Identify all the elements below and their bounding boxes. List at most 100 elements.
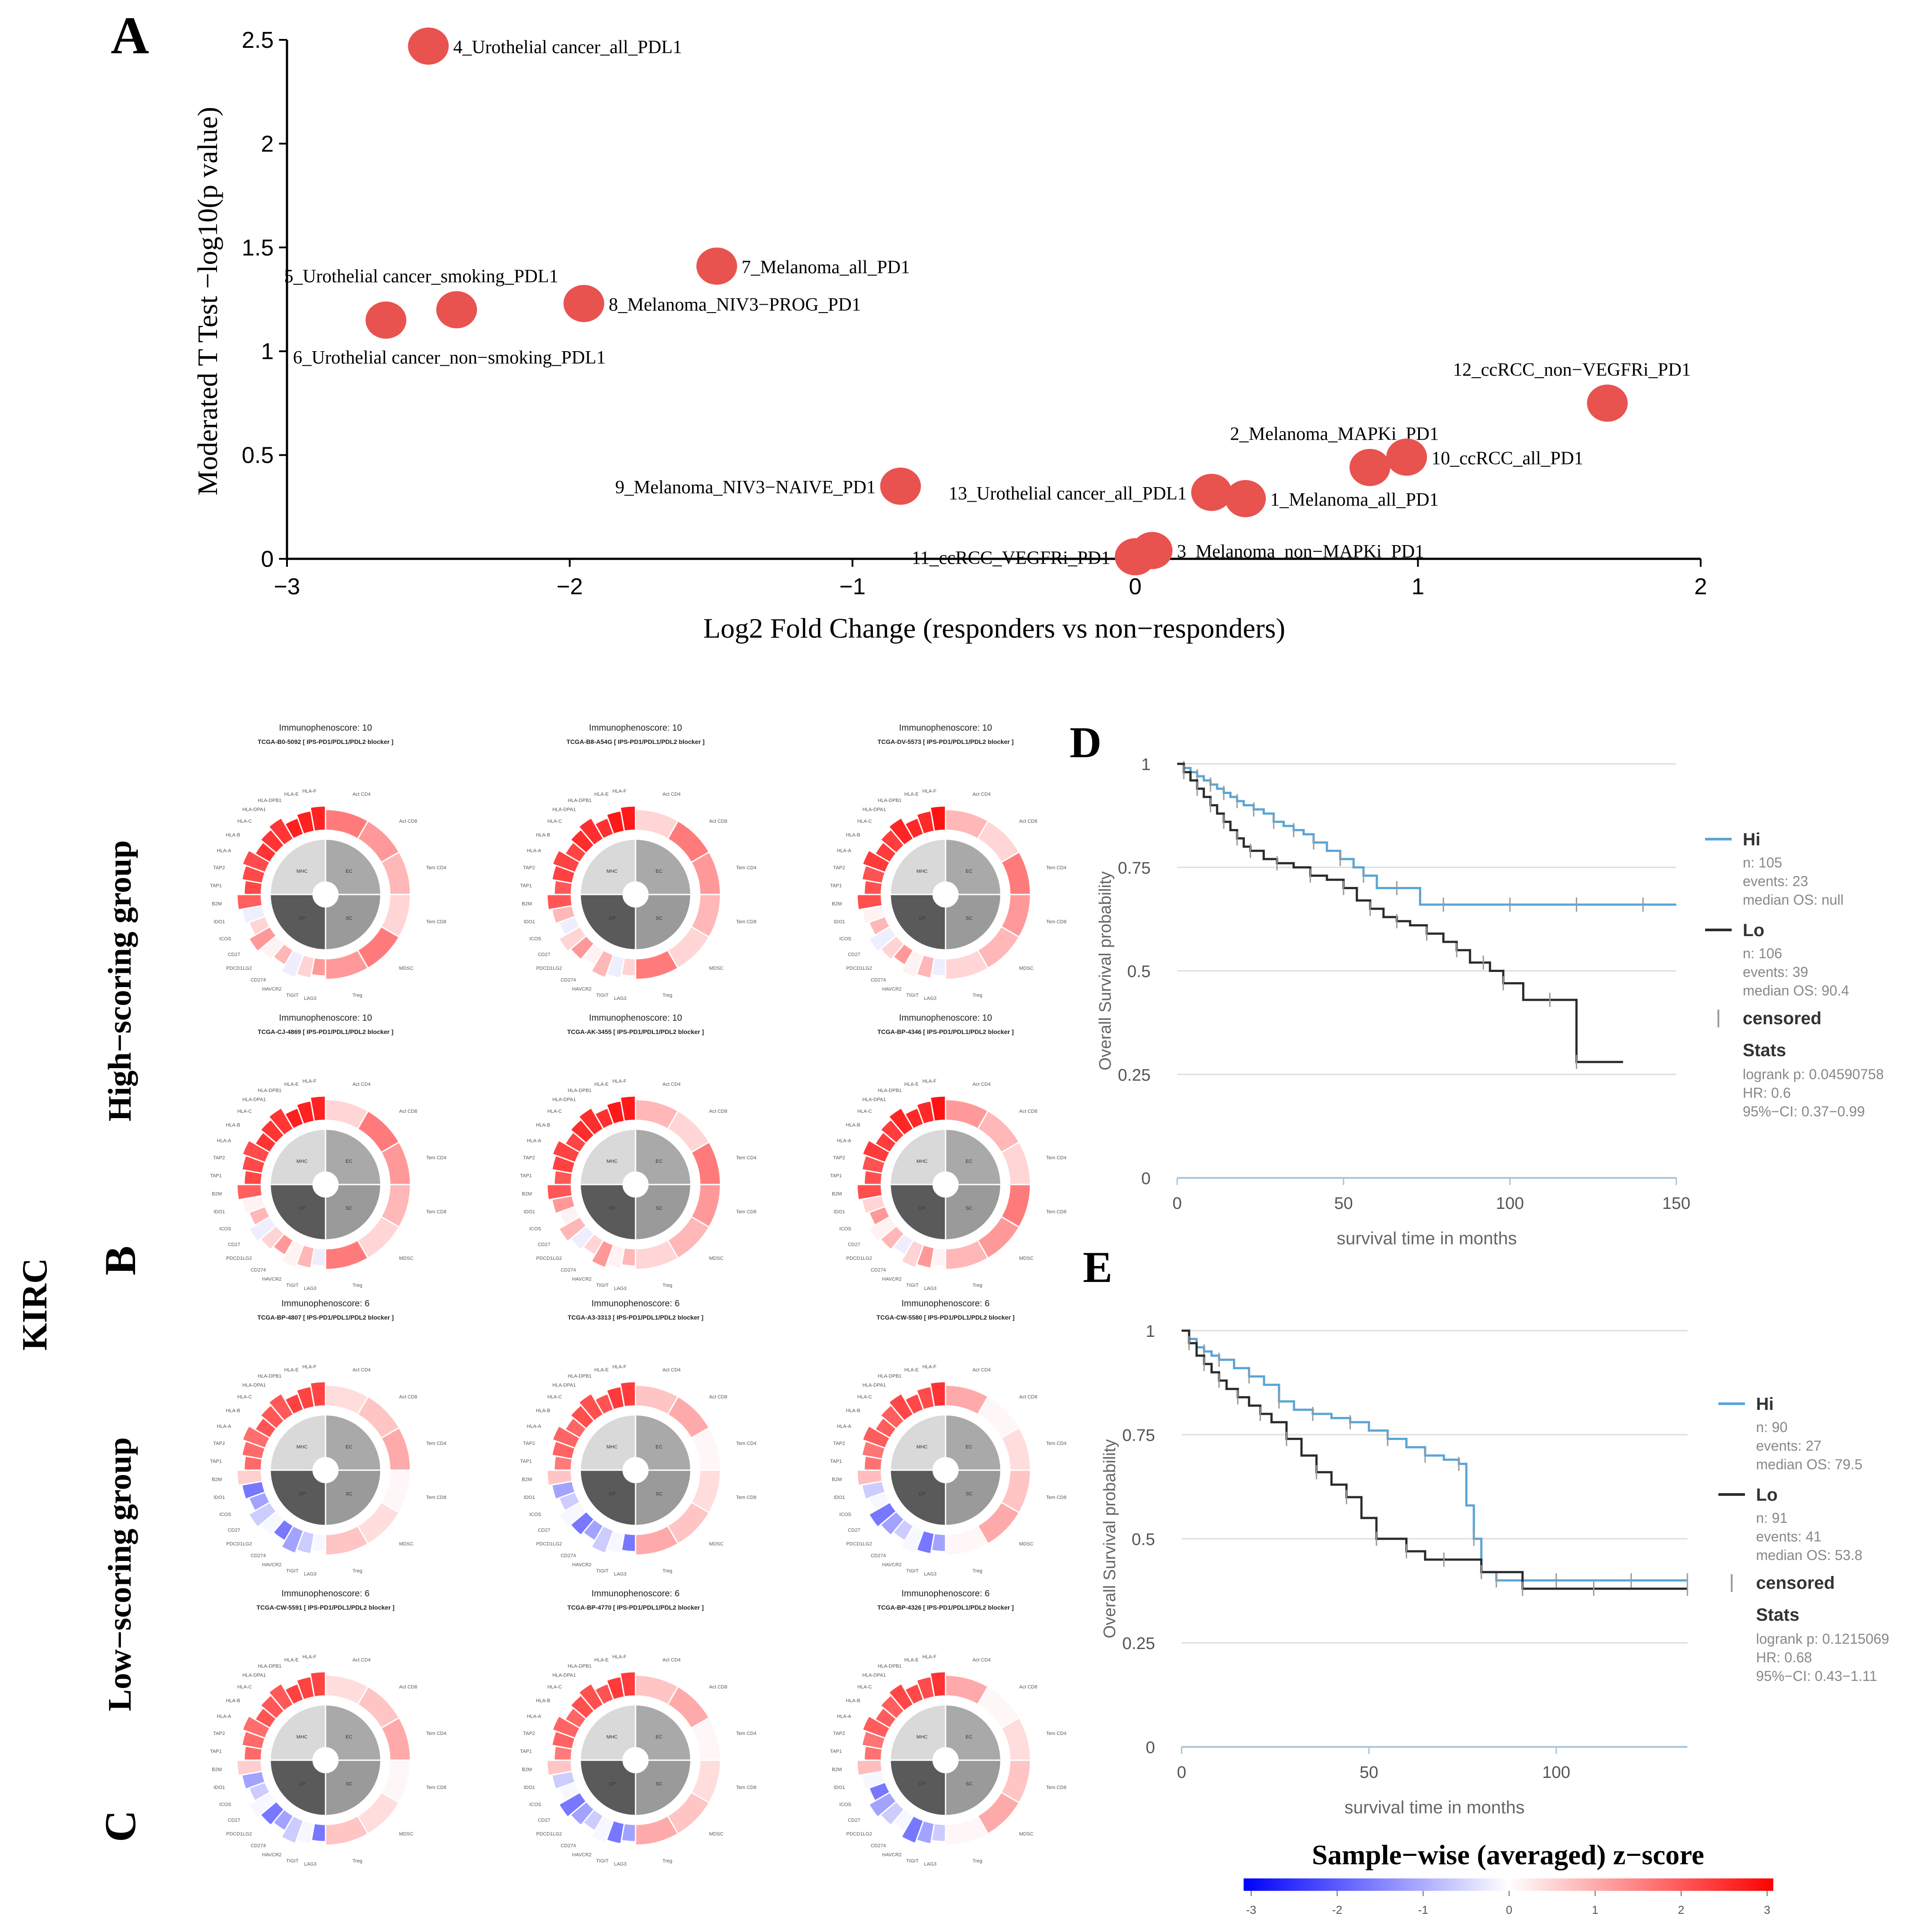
- ips-gene-label: HLA-E: [594, 1082, 609, 1087]
- ips-gene-label: HLA-F: [302, 1654, 317, 1660]
- ips-category-label: SC: [345, 916, 352, 921]
- km-y-tick-label: 1: [1141, 755, 1151, 774]
- ips-gene-segment: [667, 820, 710, 863]
- ips-gene-segment: [248, 1205, 271, 1227]
- colorbar-tick-label: -3: [1246, 1903, 1256, 1917]
- survival-chart-d: 0 0.25 0.5 0.75 1 0 50 100 150 survival time in m…: [1096, 755, 1884, 1248]
- ips-gene-label: HLA-C: [547, 1394, 562, 1400]
- ips-category-label: EC: [655, 869, 662, 874]
- ips-category-sector: [945, 1128, 1002, 1185]
- ips-gene-segment: [1000, 851, 1031, 895]
- ips-category-sector: [325, 1469, 382, 1526]
- km-y-tick-label: 0.5: [1132, 1530, 1155, 1549]
- ips-gene-segment: [605, 810, 625, 835]
- ips-gene-segment: [295, 954, 315, 979]
- ips-gene-label: HLA-DPA1: [242, 1382, 266, 1388]
- ips-category-sector: [325, 1414, 382, 1471]
- ips-category-sector: [945, 1704, 1002, 1761]
- ips-gene-segment: [254, 1417, 278, 1439]
- ips-category-label: CP: [299, 916, 305, 921]
- ips-category-label: CP: [299, 1206, 305, 1211]
- ips-gene-label: HLA-B: [226, 1123, 240, 1128]
- ips-gene-label: HLA-C: [857, 1684, 872, 1690]
- ips-gene-segment: [551, 1139, 581, 1164]
- ips-gene-label: HLA-DPA1: [242, 1673, 266, 1678]
- ips-gene-label: CD27: [228, 1818, 240, 1823]
- volcano-point: [408, 27, 449, 65]
- ips-gene-segment: [930, 957, 946, 977]
- km-stat-line: 95%−CI: 0.43−1.11: [1756, 1668, 1877, 1684]
- ips-gene-segment: [551, 1154, 576, 1174]
- km-legend-n: n: 90: [1756, 1419, 1787, 1435]
- ips-gene-segment: [915, 1529, 935, 1555]
- ips-gene-label: HLA-DPB1: [568, 798, 592, 803]
- panel-label-d: D: [1070, 718, 1101, 767]
- ips-gene-label: B2M: [522, 1767, 532, 1772]
- ips-gene-segment: [578, 817, 605, 847]
- ips-gene-label: PDCD1LG2: [226, 1256, 252, 1261]
- ips-gene-segment: [248, 1501, 278, 1528]
- ips-gene-label: CD27: [538, 1818, 550, 1823]
- ips-category-label: MHC: [606, 869, 617, 874]
- ips-category-sector: [269, 838, 326, 895]
- ips-gene-segment: [1000, 1184, 1031, 1228]
- ips-category-label: MHC: [296, 1735, 307, 1740]
- ips-gene-segment: [861, 1480, 886, 1500]
- volcano-y-tick-label: 1.5: [242, 235, 274, 261]
- ips-gene-label: HLA-B: [226, 832, 240, 838]
- ips-gene-segment: [380, 1141, 411, 1185]
- ips-gene-label: HAVCR2: [572, 1562, 592, 1568]
- ips-sample-label: TCGA-B0-5092 [ IPS-PD1/PDL1/PDL2 blocker…: [258, 738, 394, 745]
- ips-gene-segment: [620, 957, 636, 977]
- volcano-point: [1587, 384, 1628, 422]
- colorbar-gradient: [1244, 1878, 1773, 1891]
- ips-gene-segment: [236, 1184, 263, 1201]
- ips-gene-segment: [310, 1247, 326, 1267]
- km-legend-name: Lo: [1743, 921, 1764, 940]
- ips-gene-segment: [635, 1525, 679, 1556]
- ips-gene-label: HLA-F: [302, 1079, 317, 1084]
- ips-gene-segment: [241, 864, 266, 884]
- immunophenogram: Immunophenoscore: 10 TCGA-DV-5573 [ IPS-P…: [830, 723, 1066, 1001]
- ips-gene-label: B2M: [832, 901, 842, 906]
- km-stat-line: logrank p: 0.1215069: [1756, 1631, 1889, 1647]
- ips-gene-segment: [888, 1392, 915, 1422]
- ips-category-sector: [635, 1414, 692, 1471]
- ips-center: [316, 1460, 335, 1480]
- ips-sample-label: TCGA-B8-A54G [ IPS-PD1/PDL1/PDL2 blocker…: [566, 738, 705, 745]
- ips-gene-label: TAP2: [523, 1155, 535, 1161]
- ips-gene-label: IDO1: [523, 1495, 535, 1500]
- ips-gene-label: TAP2: [833, 1155, 845, 1161]
- ips-category-label: EC: [345, 1735, 352, 1740]
- ips-gene-label: Act CD8: [1019, 1684, 1037, 1690]
- ips-gene-segment: [582, 1232, 605, 1256]
- ips-gene-label: TIGIT: [286, 1858, 299, 1864]
- ips-gene-segment: [553, 879, 573, 895]
- ips-gene-label: Act CD8: [709, 1684, 727, 1690]
- ips-gene-label: TIGIT: [596, 1283, 609, 1288]
- ips-gene-segment: [863, 879, 883, 895]
- ips-gene-segment: [868, 915, 891, 937]
- volcano-y-tick-label: 2.5: [242, 27, 274, 53]
- ips-gene-segment: [272, 1232, 295, 1256]
- ips-gene-label: IDO1: [834, 1495, 845, 1500]
- km-legend-n: n: 91: [1756, 1510, 1787, 1526]
- panel-label-c: C: [96, 1810, 145, 1842]
- ips-gene-segment: [605, 1244, 625, 1269]
- ips-gene-segment: [1000, 1759, 1031, 1804]
- ips-gene-segment: [259, 1510, 285, 1537]
- ips-gene-segment: [1000, 1141, 1031, 1185]
- ips-gene-label: CD27: [848, 1242, 860, 1247]
- ips-gene-label: HAVCR2: [882, 1277, 902, 1282]
- ips-gene-label: HLA-C: [237, 1394, 252, 1400]
- ips-gene-label: PDCD1LG2: [536, 1256, 562, 1261]
- ips-gene-label: HLA-C: [547, 1109, 562, 1114]
- ips-gene-label: TIGIT: [906, 1283, 919, 1288]
- ips-gene-segment: [945, 949, 989, 980]
- immunophenogram: Immunophenoscore: 10 TCGA-AK-3455 [ IPS-P…: [520, 1013, 756, 1291]
- ips-gene-label: TAP1: [520, 1173, 532, 1179]
- ips-gene-label: IDO1: [213, 1495, 225, 1500]
- ips-gene-label: Treg: [663, 1283, 672, 1288]
- ips-category-label: SC: [655, 1781, 662, 1787]
- ips-gene-label: ICOS: [839, 1226, 851, 1231]
